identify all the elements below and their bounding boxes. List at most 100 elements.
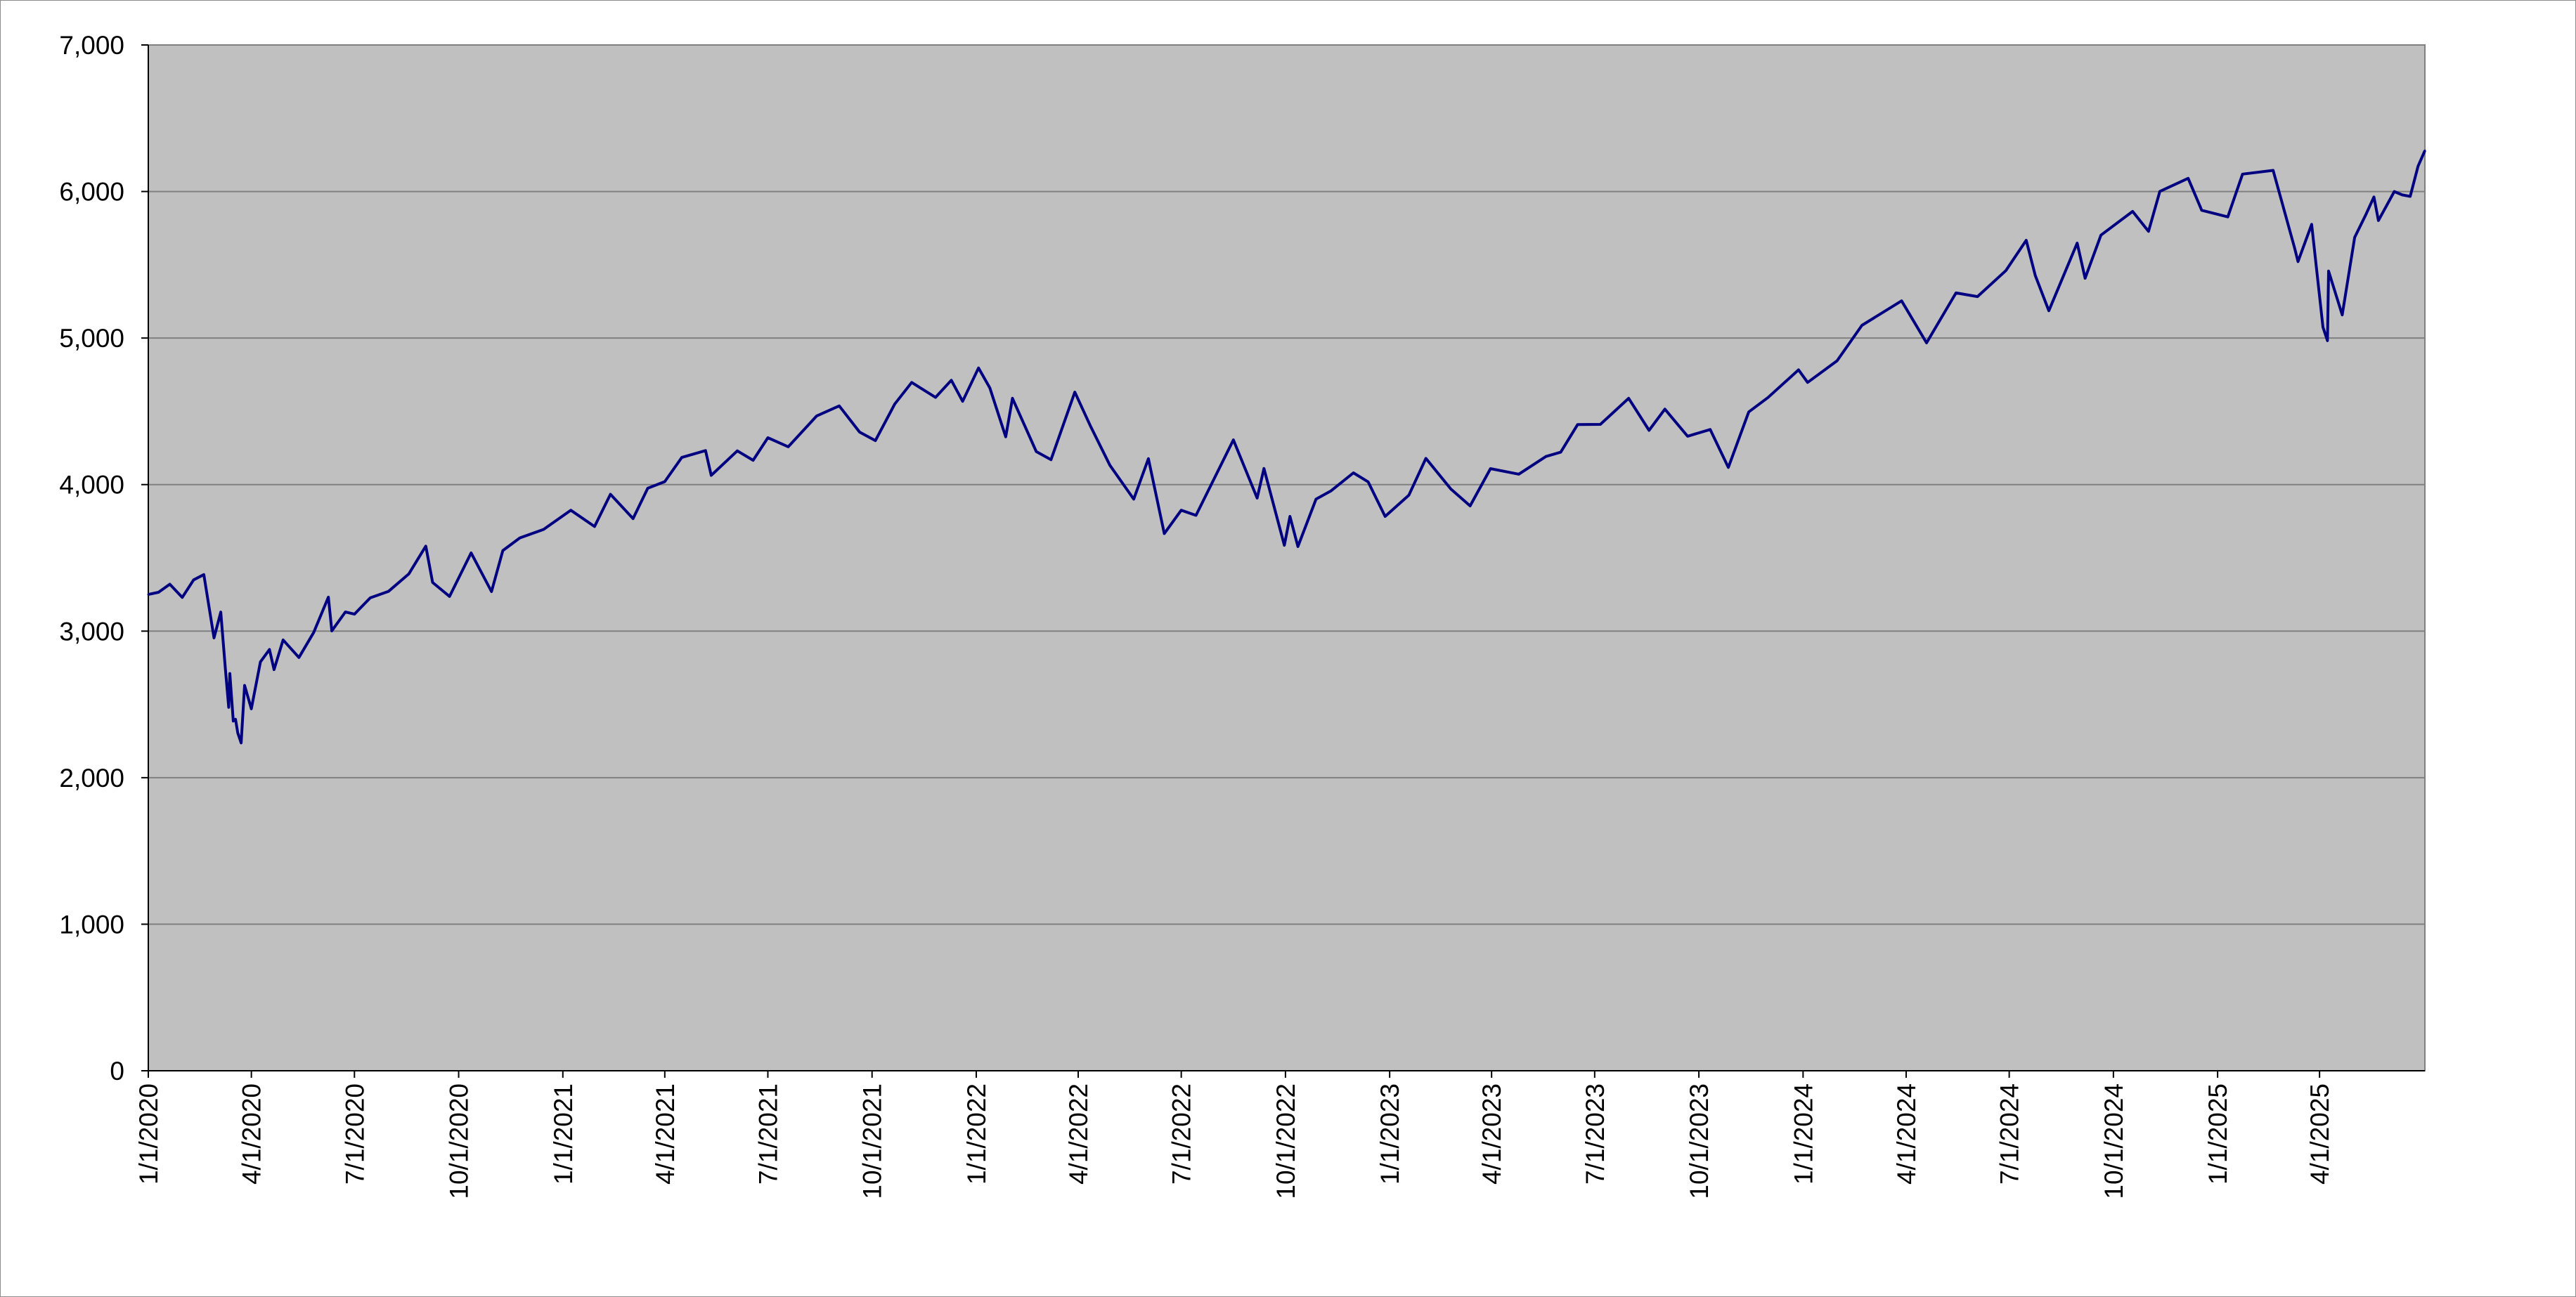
x-tick-label: 4/1/2023 (1477, 1083, 1506, 1185)
data-point (312, 631, 315, 634)
data-point (2099, 234, 2102, 237)
data-point (838, 405, 841, 408)
data-point (2353, 236, 2356, 239)
data-point (2327, 270, 2330, 273)
data-point (2326, 339, 2329, 342)
data-point (988, 386, 991, 389)
data-point (369, 597, 372, 599)
data-point (228, 672, 231, 675)
data-point (2131, 210, 2134, 213)
x-tick-label: 4/1/2025 (2305, 1083, 2334, 1185)
data-point (2005, 269, 2007, 272)
data-point (2310, 223, 2313, 226)
data-point (327, 596, 330, 599)
data-point (1545, 455, 1547, 458)
data-point (501, 549, 504, 552)
data-point (1860, 324, 1863, 327)
data-point (448, 595, 451, 598)
data-point (569, 509, 572, 511)
data-point (1288, 515, 1291, 518)
data-point (1955, 292, 1957, 294)
data-point (815, 415, 818, 417)
data-point (710, 474, 713, 477)
x-tick-label: 4/1/2022 (1064, 1083, 1093, 1185)
data-point (2201, 209, 2203, 211)
y-axis-tick-labels: 0 1,000 2,000 3,000 4,000 5,000 6,000 7,000 (59, 31, 148, 1086)
y-tick-label: 5,000 (59, 324, 124, 353)
data-point (858, 431, 861, 434)
data-point (787, 445, 789, 448)
data-point (243, 684, 246, 686)
x-tick-label: 7/1/2022 (1167, 1083, 1196, 1185)
data-point (470, 552, 472, 554)
data-point (1560, 451, 1562, 454)
x-tick-label: 4/1/2020 (238, 1083, 266, 1185)
data-point (157, 591, 160, 594)
data-point (1314, 497, 1317, 500)
data-point (736, 450, 739, 452)
data-point (193, 578, 195, 581)
data-point (2034, 274, 2037, 277)
data-point (250, 708, 253, 710)
data-point (1648, 429, 1650, 431)
data-point (1408, 494, 1410, 497)
data-point (1262, 467, 1265, 470)
data-point (1806, 381, 1809, 384)
data-point (1517, 473, 1520, 476)
data-point (2025, 239, 2028, 242)
x-axis-tick-labels: 1/1/2020 4/1/2020 7/1/2020 10/1/2020 1/1/202… (134, 1071, 2334, 1199)
data-point (874, 439, 876, 442)
data-point (2293, 247, 2296, 249)
data-point (273, 668, 276, 671)
axes (148, 45, 2425, 1071)
data-point (542, 528, 545, 530)
data-point (934, 396, 937, 399)
data-point (1976, 295, 1979, 298)
data-point (330, 630, 333, 632)
data-point (2322, 326, 2324, 329)
data-point (236, 731, 239, 734)
data-point (2158, 190, 2161, 193)
data-point (1073, 391, 1076, 393)
x-tick-label: 7/1/2023 (1581, 1083, 1610, 1185)
plot-area (148, 44, 2426, 1071)
data-point (1195, 514, 1198, 516)
data-point (2241, 173, 2244, 176)
data-point (408, 573, 410, 575)
y-tick-label: 2,000 (59, 764, 124, 793)
data-point (767, 436, 769, 439)
data-point (1901, 299, 1903, 302)
data-point (387, 590, 390, 593)
data-point (2377, 219, 2380, 222)
data-point (1049, 458, 1052, 461)
data-point (2409, 195, 2412, 197)
data-point (1925, 341, 1928, 344)
data-point (1449, 488, 1452, 490)
x-tick-label: 1/1/2020 (134, 1083, 163, 1185)
data-point (1489, 467, 1492, 470)
x-tick-label: 4/1/2024 (1892, 1083, 1921, 1185)
data-point (1163, 532, 1165, 535)
data-point (1836, 360, 1839, 362)
data-point (680, 456, 683, 459)
data-point (2401, 193, 2404, 196)
data-point (2416, 165, 2419, 167)
data-point (2187, 177, 2189, 180)
x-tick-label: 7/1/2024 (1995, 1083, 2024, 1185)
x-tick-label: 1/1/2021 (549, 1083, 578, 1185)
data-point (268, 648, 271, 651)
data-point (1384, 515, 1387, 518)
data-point (2373, 195, 2375, 198)
data-point (647, 487, 649, 490)
data-point (1352, 471, 1355, 474)
data-point (704, 449, 707, 452)
data-point (752, 459, 754, 462)
series-group (147, 149, 2426, 745)
data-point (234, 718, 237, 721)
y-tick-label: 3,000 (59, 617, 124, 646)
data-point (353, 613, 356, 615)
x-tick-label: 10/1/2020 (445, 1083, 474, 1199)
data-point (1180, 509, 1183, 511)
gridlines (148, 190, 2425, 925)
data-point (1766, 396, 1769, 399)
